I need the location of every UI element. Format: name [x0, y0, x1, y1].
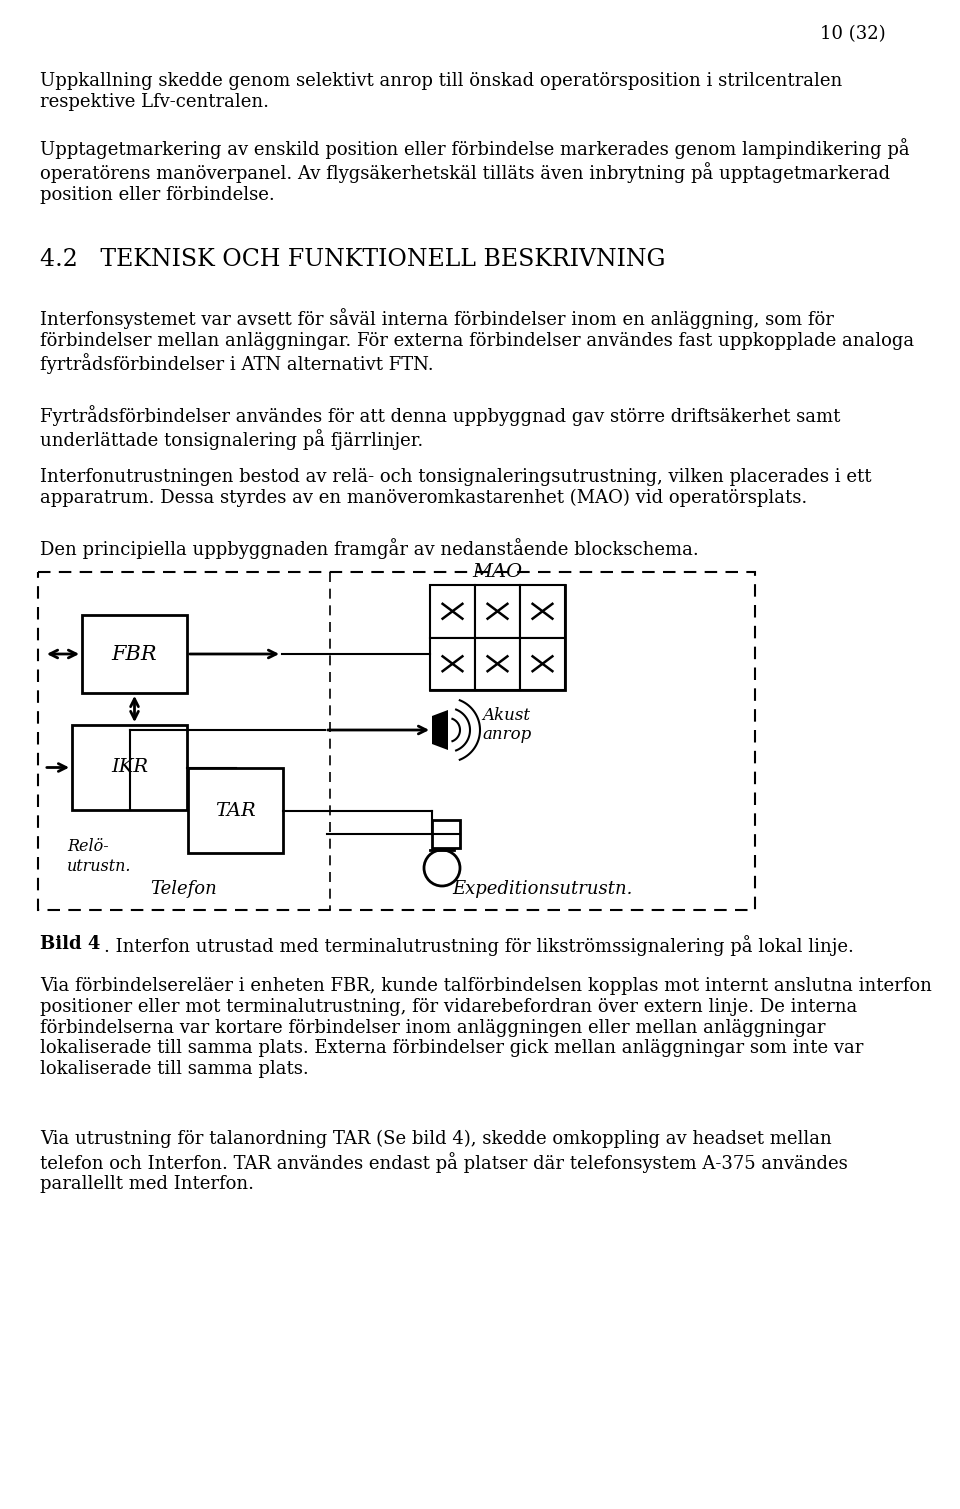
Text: Interfonsystemet var avsett för såväl interna förbindelser inom en anläggning, s: Interfonsystemet var avsett för såväl in…	[40, 308, 914, 374]
Bar	[475, 637, 520, 690]
Bar	[475, 585, 520, 637]
Polygon shape	[432, 711, 448, 750]
Text: Via utrustning för talanordning TAR (Se bild 4), skedde omkoppling av headset me: Via utrustning för talanordning TAR (Se …	[40, 1130, 848, 1194]
Text: Uppkallning skedde genom selektivt anrop till önskad operatörsposition i strilce: Uppkallning skedde genom selektivt anrop…	[40, 72, 842, 110]
Bar	[430, 585, 475, 637]
Text: Interfonutrustningen bestod av relä- och tonsignaleringsutrustning, vilken place: Interfonutrustningen bestod av relä- och…	[40, 468, 872, 507]
Text: Upptagetmarkering av enskild position eller förbindelse markerades genom lampind: Upptagetmarkering av enskild position el…	[40, 137, 910, 204]
Text: Fyrtrådsförbindelser användes för att denna uppbyggnad gav större driftsäkerhet : Fyrtrådsförbindelser användes för att de…	[40, 404, 840, 450]
Bar	[520, 637, 565, 690]
Text: TAR: TAR	[215, 801, 255, 819]
Text: Expeditionsutrustn.: Expeditionsutrustn.	[452, 880, 633, 898]
Bar	[432, 819, 460, 848]
Bar	[520, 585, 565, 637]
Bar	[72, 724, 187, 810]
Text: 10 (32): 10 (32)	[820, 26, 886, 42]
Text: Akust
anrop: Akust anrop	[482, 706, 531, 744]
Text: IKR: IKR	[111, 759, 148, 777]
Bar	[430, 585, 565, 690]
Text: 4.2   TEKNISK OCH FUNKTIONELL BESKRIVNING: 4.2 TEKNISK OCH FUNKTIONELL BESKRIVNING	[40, 247, 665, 272]
Bar	[188, 768, 283, 853]
Bar	[82, 616, 187, 693]
Bar	[430, 637, 475, 690]
Text: Bild 4: Bild 4	[40, 936, 101, 954]
Text: FBR: FBR	[111, 644, 157, 664]
Text: Relö-
utrustn.: Relö- utrustn.	[67, 837, 132, 875]
Text: Telefon: Telefon	[151, 880, 217, 898]
Text: Via förbindelsereläer i enheten FBR, kunde talförbindelsen kopplas mot internt a: Via förbindelsereläer i enheten FBR, kun…	[40, 976, 932, 1079]
Text: . Interfon utrustad med terminalutrustning för likströmssignalering på lokal lin: . Interfon utrustad med terminalutrustni…	[104, 936, 853, 957]
Text: Den principiella uppbyggnaden framgår av nedanstående blockschema.: Den principiella uppbyggnaden framgår av…	[40, 539, 699, 558]
Text: MAO: MAO	[472, 563, 522, 581]
